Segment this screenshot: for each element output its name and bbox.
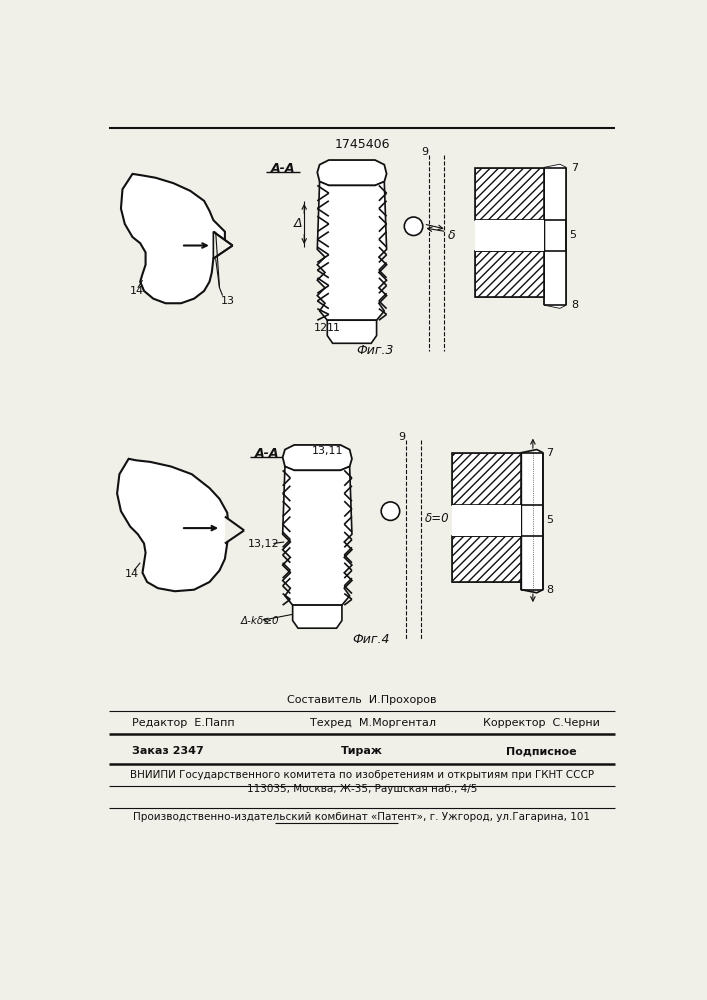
Polygon shape [214,232,233,259]
Bar [452,536,521,582]
Bar [452,536,521,582]
Text: 14: 14 [125,569,139,579]
Text: 13,11: 13,11 [312,446,344,456]
Text: ВНИИПИ Государственного комитета по изобретениям и открытиям при ГКНТ СССР: ВНИИПИ Государственного комитета по изоб… [130,770,594,780]
Text: Подписное: Подписное [506,746,577,756]
Text: Корректор  С.Черни: Корректор С.Черни [483,718,600,728]
Text: 12: 12 [313,323,327,333]
Text: 14: 14 [130,286,144,296]
Text: 13: 13 [221,296,235,306]
Polygon shape [544,251,566,308]
Circle shape [404,217,423,235]
Text: Δ-kδ≥0: Δ-kδ≥0 [240,615,279,626]
Text: Заказ 2347: Заказ 2347 [132,746,204,756]
Text: 8: 8 [571,300,578,310]
Text: Фиг.3: Фиг.3 [356,344,394,358]
Text: Техред  М.Моргентал: Техред М.Моргентал [310,718,436,728]
Text: δ=0: δ=0 [425,512,450,525]
Polygon shape [317,160,387,185]
Bar [475,220,544,251]
Text: Производственно-издательский комбинат «Патент», г. Ужгород, ул.Гагарина, 101: Производственно-издательский комбинат «П… [134,812,590,822]
Bar [452,453,521,505]
Text: 9: 9 [421,147,428,157]
Polygon shape [121,174,225,303]
Text: δ: δ [448,229,456,242]
Text: A-A: A-A [270,162,295,175]
Text: 5: 5 [569,231,576,240]
Text: 9: 9 [399,432,406,442]
Text: Редактор  Е.Папп: Редактор Е.Папп [132,718,235,728]
Text: 13,12: 13,12 [248,538,279,548]
Bar [475,168,544,220]
Bar [452,453,521,505]
Polygon shape [544,165,566,220]
Polygon shape [117,459,229,591]
Text: 11: 11 [327,323,341,333]
Polygon shape [225,517,244,544]
Text: 8: 8 [546,585,553,595]
Polygon shape [283,466,352,605]
Text: 5: 5 [546,515,553,525]
Text: 7: 7 [546,448,553,458]
Text: Фиг.4: Фиг.4 [353,633,390,646]
Text: 1745406: 1745406 [334,138,390,151]
Text: 7: 7 [571,163,578,173]
Bar [452,505,521,536]
Text: Тираж: Тираж [341,746,383,756]
Polygon shape [327,320,377,343]
Text: A-A: A-A [255,447,279,460]
Polygon shape [521,450,543,593]
Text: Составитель  И.Прохоров: Составитель И.Прохоров [287,695,437,705]
Bar [475,251,544,297]
Polygon shape [293,605,342,628]
Circle shape [381,502,399,520]
Bar [475,168,544,220]
Polygon shape [283,445,352,470]
Text: Δ: Δ [294,217,303,230]
Bar [475,251,544,297]
Text: 113035, Москва, Ж-35, Раушская наб., 4/5: 113035, Москва, Ж-35, Раушская наб., 4/5 [247,784,477,794]
Polygon shape [317,182,387,320]
Polygon shape [544,165,566,308]
